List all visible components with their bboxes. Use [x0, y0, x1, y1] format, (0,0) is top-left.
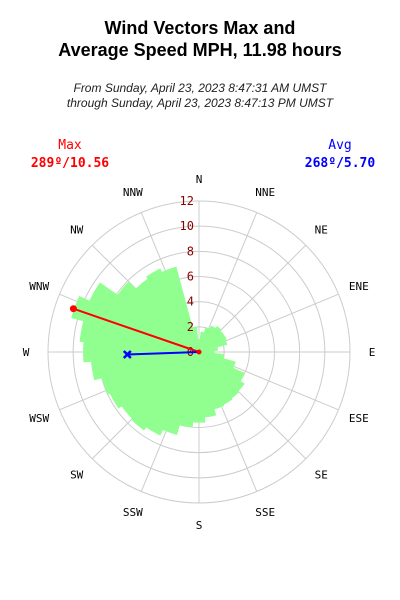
- direction-label-w: W: [23, 346, 30, 359]
- max-vector-line: [73, 307, 200, 353]
- direction-label-n: N: [196, 173, 203, 186]
- direction-label-ne: NE: [315, 224, 328, 237]
- r-tick-label-4: 4: [187, 295, 194, 309]
- direction-labels: N NNE NE ENE E ESE SE SSE S SSW SW WSW W WNW NW NNW: [23, 173, 376, 532]
- direction-label-nne: NNE: [255, 186, 275, 199]
- direction-label-nnw: NNW: [123, 186, 143, 199]
- speed-wedge-40: [198, 325, 222, 353]
- speed-wedge-60: [198, 334, 227, 353]
- r-tick-label-8: 8: [187, 244, 194, 258]
- direction-label-e: E: [369, 346, 376, 359]
- direction-label-se: SE: [315, 468, 328, 481]
- speed-area-layer: [71, 266, 245, 436]
- direction-label-ese: ESE: [349, 412, 369, 425]
- max-vector-head: [69, 305, 77, 313]
- origin-dot: [196, 349, 202, 355]
- avg-stat-value: 268º/5.70: [304, 156, 376, 171]
- chart-subtitle-through: through Sunday, April 23, 2023 8:47:13 P…: [66, 96, 334, 110]
- direction-label-wsw: WSW: [29, 412, 49, 425]
- direction-label-wnw: WNW: [29, 280, 49, 293]
- speed-wedge-350: [192, 326, 200, 353]
- chart-title-line-2: Average Speed MPH, 11.98 hours: [58, 40, 342, 60]
- r-tick-label-6: 6: [187, 270, 194, 284]
- speed-wedge-310: [117, 281, 200, 353]
- avg-vector-line: [127, 351, 200, 356]
- direction-label-ssw: SSW: [123, 506, 143, 519]
- direction-label-s: S: [196, 519, 203, 532]
- max-stat-label: Max: [58, 138, 82, 153]
- avg-stat-label: Avg: [328, 138, 352, 153]
- speed-wedge-340: [161, 266, 200, 353]
- speed-wedge-330: [145, 268, 200, 353]
- chart-title-line-1: Wind Vectors Max and: [104, 18, 296, 38]
- direction-label-sw: SW: [70, 468, 84, 481]
- avg-vector-x-stroke-2: [122, 350, 132, 359]
- r-tick-label-10: 10: [180, 219, 194, 233]
- direction-label-nw: NW: [70, 224, 84, 237]
- direction-label-sse: SSE: [255, 506, 275, 519]
- speed-wedge-70: [198, 339, 228, 353]
- chart-subtitle-from: From Sunday, April 23, 2023 8:47:31 AM U…: [73, 81, 327, 95]
- direction-label-ene: ENE: [349, 280, 369, 293]
- avg-vector-head: [122, 350, 132, 359]
- r-tick-label-12: 12: [180, 194, 194, 208]
- max-stat-value: 289º/10.56: [30, 156, 110, 171]
- vector-layer: [69, 305, 202, 359]
- r-tick-label-2: 2: [187, 320, 194, 334]
- speed-wedge-300: [89, 282, 200, 353]
- speed-wedge-220: [131, 351, 200, 431]
